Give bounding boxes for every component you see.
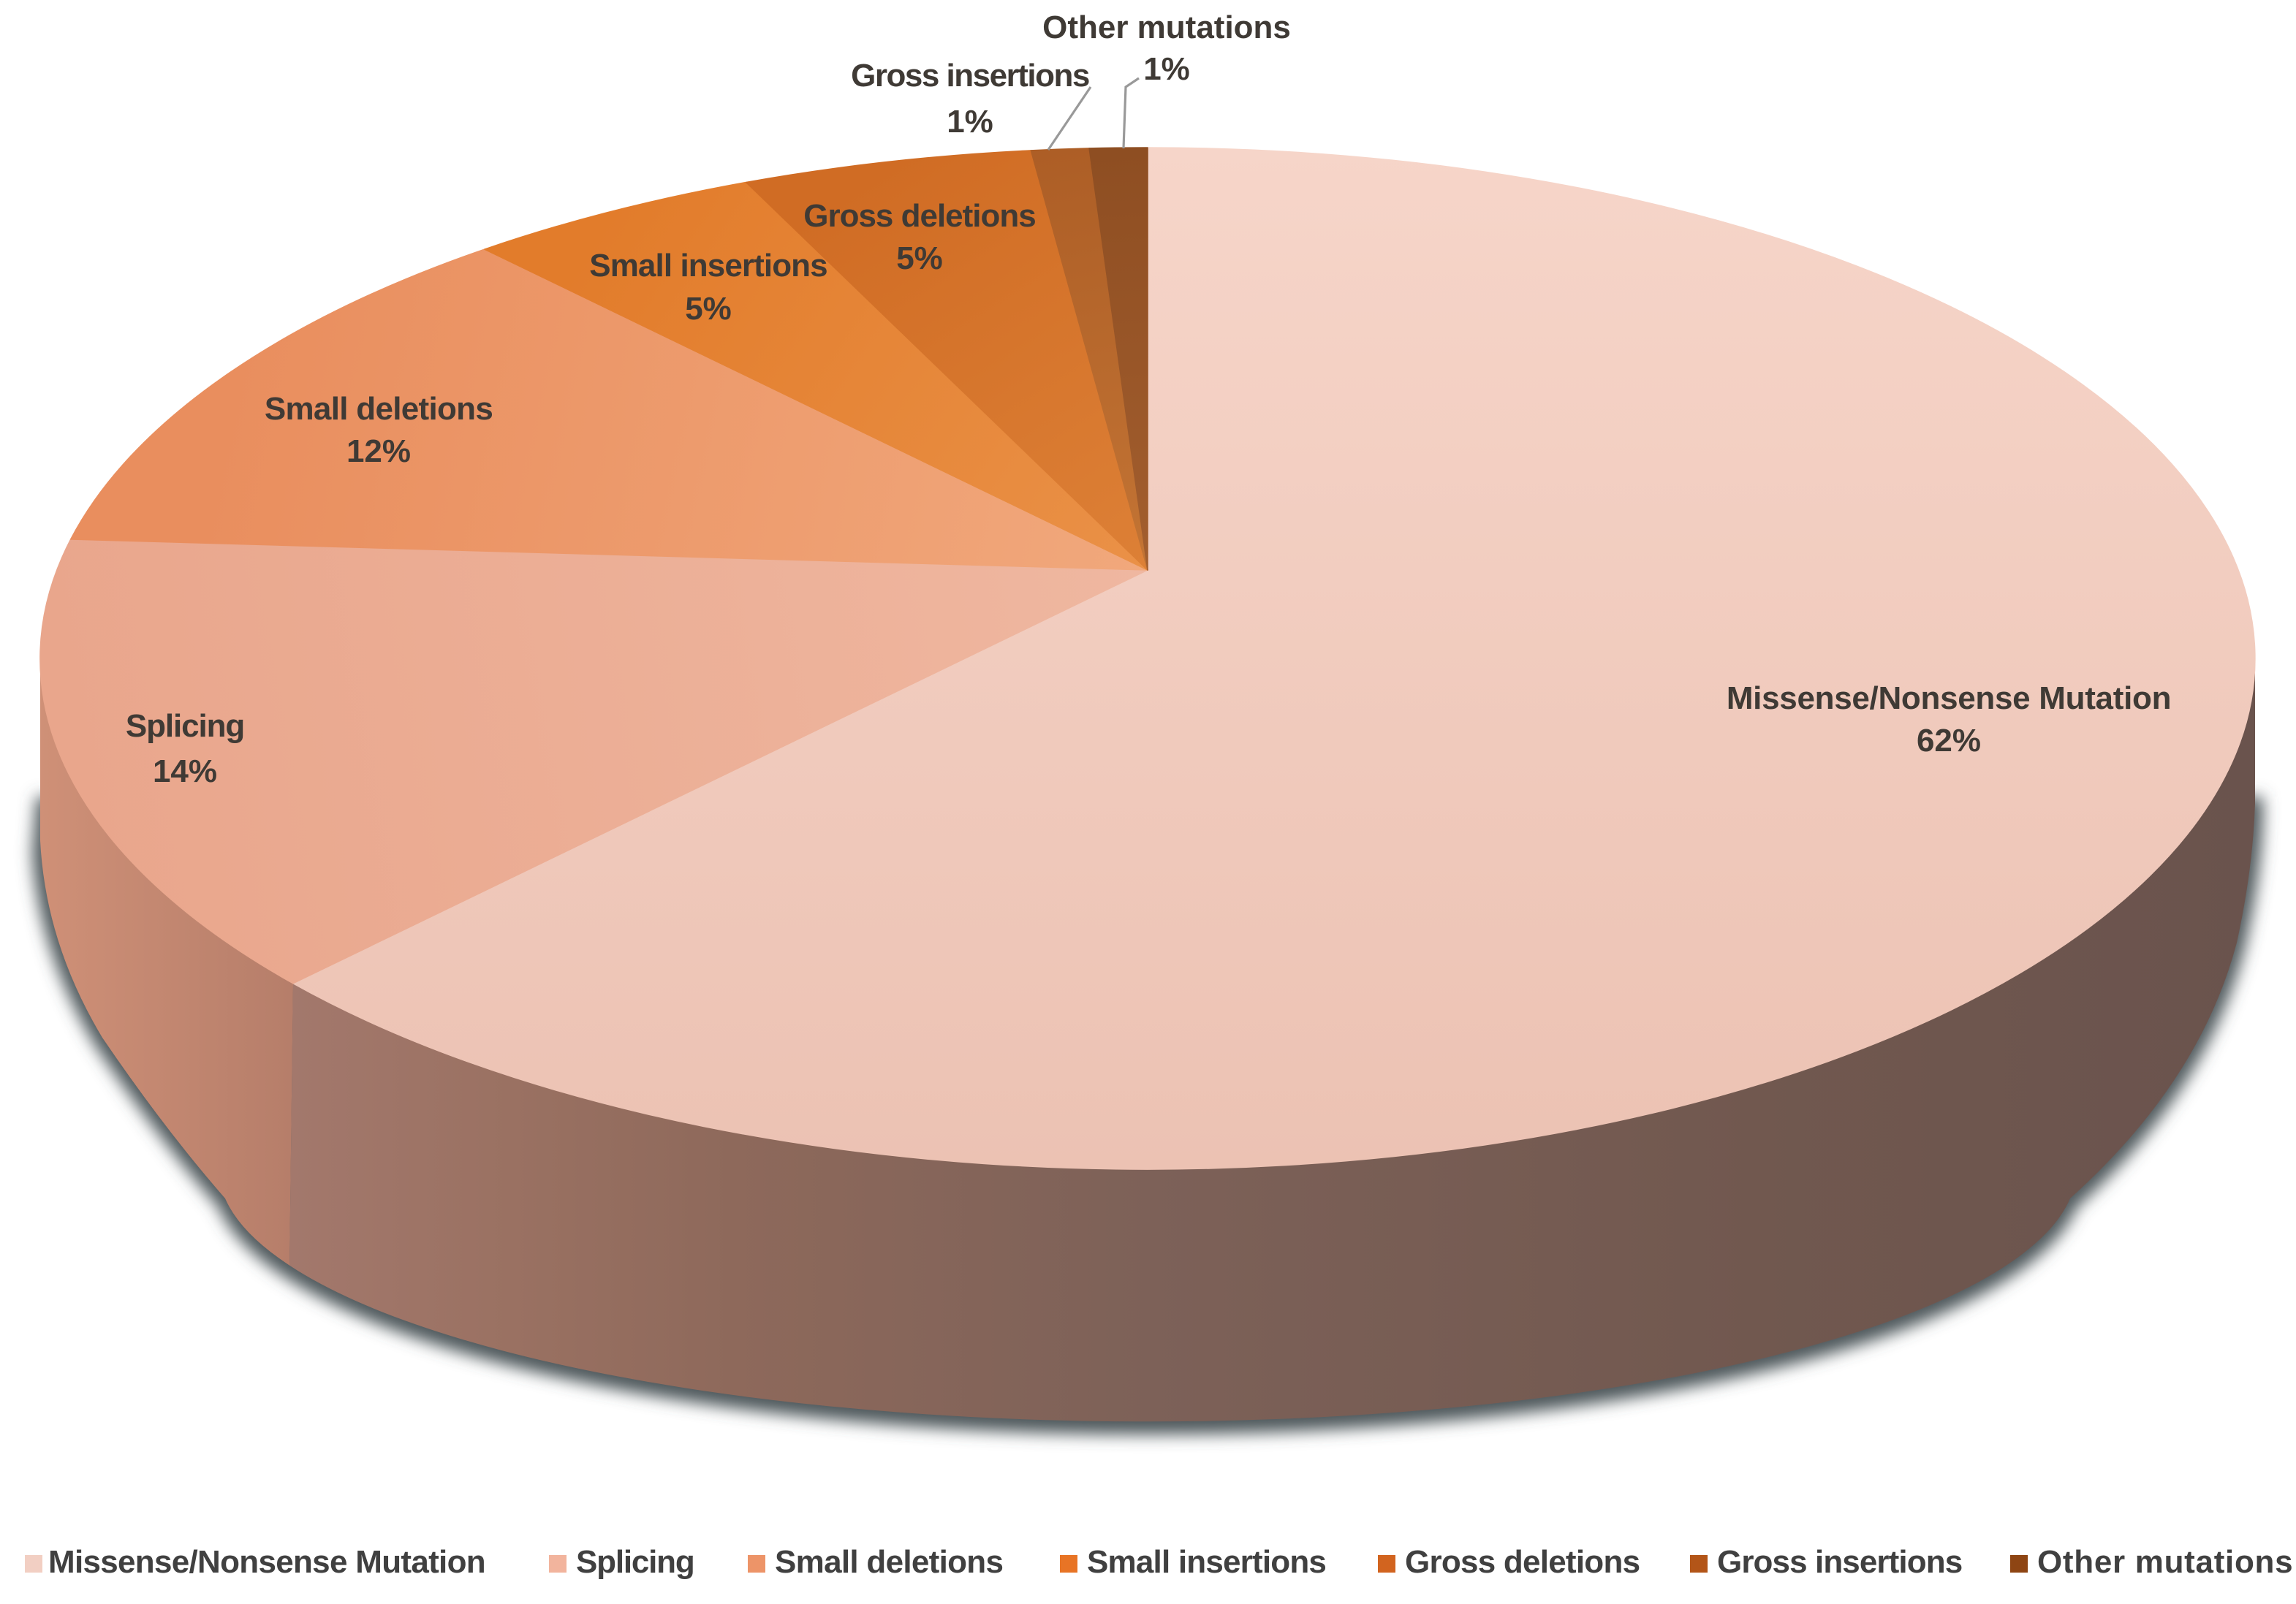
svg-text:Missense/Nonsense Mutation: Missense/Nonsense Mutation	[1727, 680, 2171, 716]
svg-text:Gross insertions: Gross insertions	[851, 58, 1089, 94]
svg-text:62%: 62%	[1917, 723, 1981, 759]
svg-text:Small insertions: Small insertions	[589, 248, 827, 284]
svg-text:Other mutations: Other mutations	[2037, 1544, 2293, 1580]
svg-text:Splicing: Splicing	[126, 708, 244, 744]
svg-text:Gross deletions: Gross deletions	[1405, 1544, 1640, 1580]
svg-text:Gross deletions: Gross deletions	[803, 198, 1036, 234]
svg-text:14%: 14%	[153, 753, 217, 789]
svg-text:Splicing: Splicing	[576, 1544, 694, 1580]
svg-text:1%: 1%	[1143, 51, 1190, 87]
svg-text:Gross insertions: Gross insertions	[1717, 1544, 1962, 1580]
svg-text:Other mutations: Other mutations	[1042, 9, 1291, 45]
svg-text:5%: 5%	[685, 291, 732, 327]
svg-text:Missense/Nonsense Mutation: Missense/Nonsense Mutation	[48, 1544, 485, 1580]
svg-text:1%: 1%	[947, 104, 993, 140]
svg-text:5%: 5%	[896, 240, 943, 276]
svg-text:Small deletions: Small deletions	[265, 391, 493, 427]
svg-text:12%: 12%	[346, 433, 411, 469]
svg-text:Small insertions: Small insertions	[1087, 1544, 1326, 1580]
svg-text:Small deletions: Small deletions	[775, 1544, 1003, 1580]
